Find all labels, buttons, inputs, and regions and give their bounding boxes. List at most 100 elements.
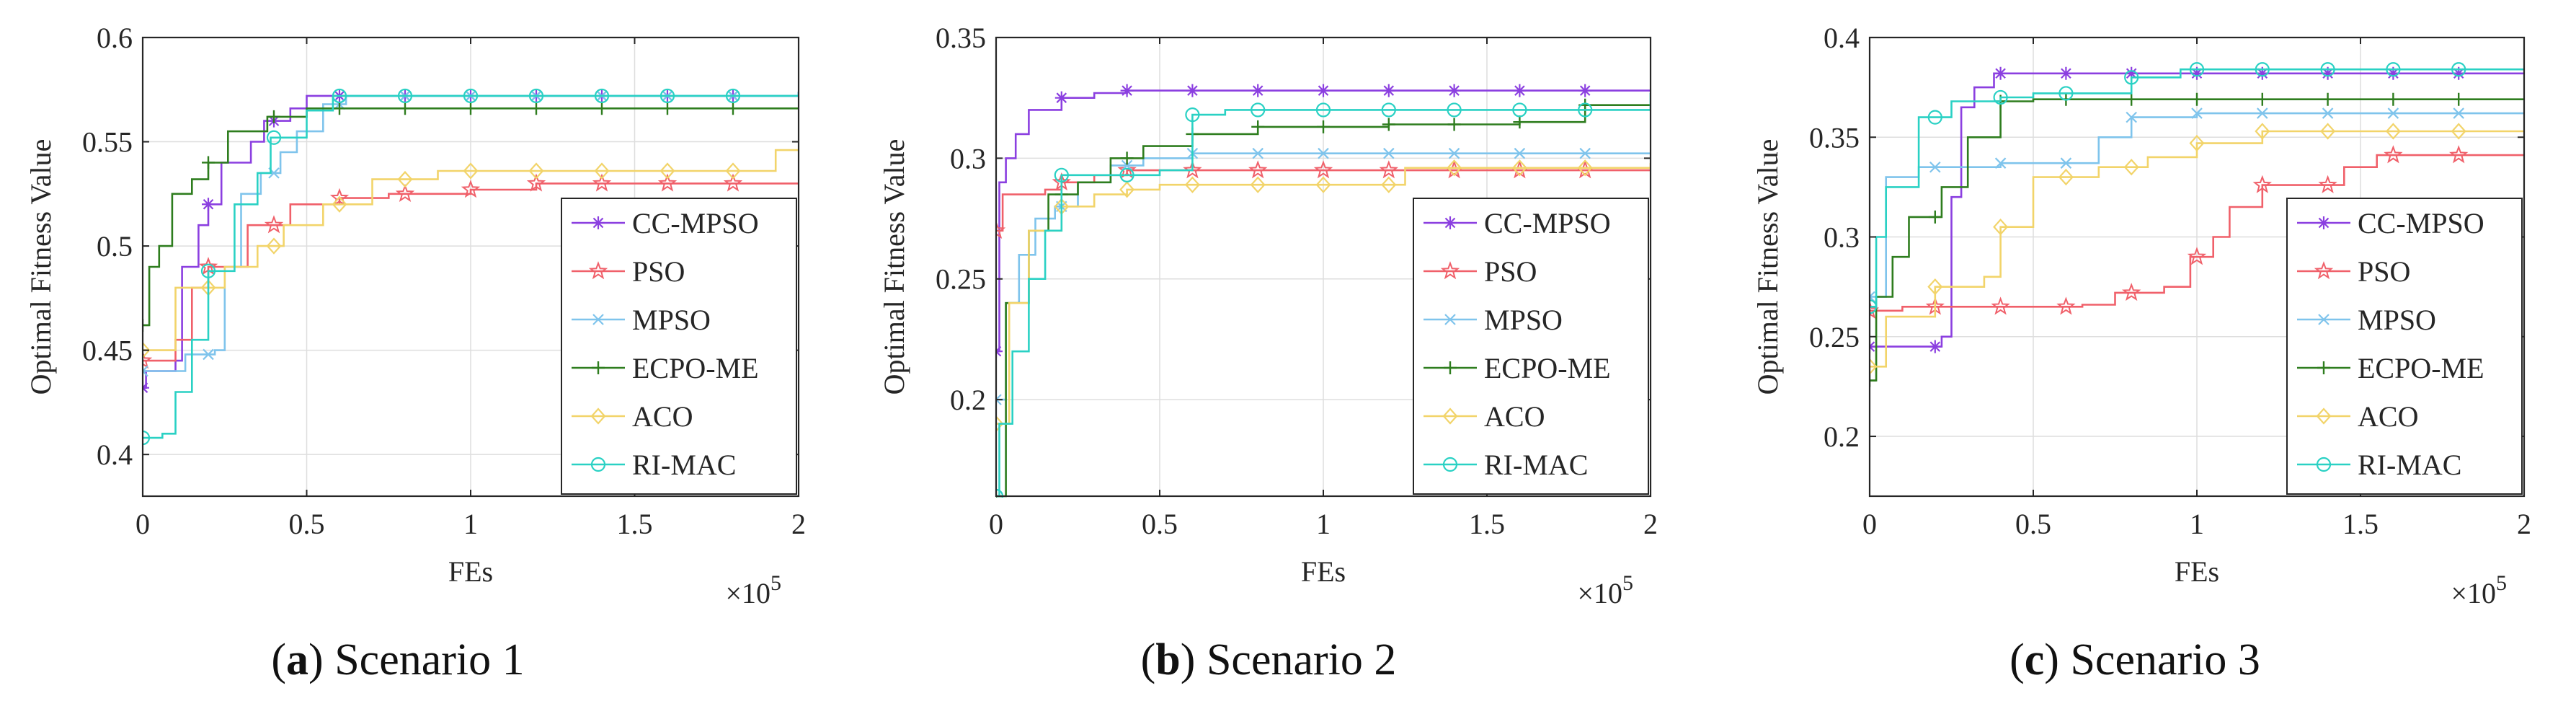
- legend: CC-MPSO PSO MPSO ECPO-ME ACO RI-MAC: [561, 198, 797, 495]
- data-point: [1185, 107, 1200, 123]
- data-point: [2451, 123, 2466, 140]
- caption-paren-open: (: [1141, 635, 1156, 684]
- series-markers-cc-mpso: [996, 84, 1592, 358]
- legend-label: PSO: [632, 255, 685, 288]
- x-tick-label: 1: [2190, 508, 2204, 540]
- series-markers-ri-mac: [143, 88, 741, 446]
- legend-label: RI-MAC: [2358, 449, 2461, 481]
- legend-label: RI-MAC: [632, 449, 736, 481]
- y-tick-label: 0.25: [936, 263, 986, 296]
- y-tick-label: 0.35: [1809, 121, 1860, 154]
- legend-swatch-marker: [1442, 407, 1458, 425]
- data-point: [727, 102, 740, 115]
- legend-item-cc-mpso: CC-MPSO: [572, 207, 759, 239]
- data-point: [1512, 102, 1527, 118]
- data-point: [2189, 134, 2205, 152]
- y-tick-label: 0.55: [82, 126, 133, 159]
- legend-item-ri-mac: RI-MAC: [2297, 449, 2461, 481]
- x-multiplier: ×105: [1577, 571, 1633, 609]
- legend-swatch-marker: [588, 261, 608, 280]
- x-axis-label: FEs: [448, 555, 493, 588]
- data-point: [2058, 168, 2074, 186]
- series-markers-ecpo-me: [143, 102, 740, 332]
- legend-swatch-marker: [2318, 314, 2329, 325]
- data-point: [143, 365, 148, 377]
- data-point: [1184, 176, 1200, 193]
- legend-item-mpso: MPSO: [1424, 304, 1563, 336]
- series-group: [1870, 62, 2524, 387]
- series-line-cc-mpso: [996, 89, 1651, 353]
- data-point: [1054, 167, 1069, 182]
- data-point: [397, 170, 413, 188]
- data-point: [1317, 120, 1330, 133]
- legend-swatch-marker: [590, 457, 606, 472]
- subplot-1: 0 0.5 1 1.5 2 0.4 0.45 0.5 0.55 0.6 FEs Optimal Fit…: [25, 22, 806, 684]
- data-point: [1313, 160, 1333, 179]
- subplot-2: 0 0.5 1 1.5 2 0.2 0.25 0.3 0.35 FEs Optimal Fitnes…: [878, 22, 1658, 684]
- data-point: [2322, 107, 2334, 119]
- data-point: [1993, 89, 2008, 105]
- data-point: [1994, 66, 2007, 80]
- data-point: [399, 102, 412, 115]
- subplot-3: 0 0.5 1 1.5 2 0.2 0.25 0.3 0.35 0.4 FEs Optimal Fit…: [1751, 22, 2531, 684]
- legend-swatch-marker: [592, 216, 605, 229]
- series-line-ecpo-me: [1870, 98, 2524, 382]
- data-point: [2384, 145, 2403, 164]
- legend-label: ACO: [632, 400, 693, 433]
- subplot-caption: (c) Scenario 3: [2009, 635, 2260, 684]
- data-point: [996, 220, 1006, 239]
- legend-label: CC-MPSO: [632, 207, 759, 239]
- legend-label: RI-MAC: [1484, 449, 1588, 481]
- legend-label: MPSO: [2358, 304, 2436, 336]
- y-tick-label: 0.5: [97, 230, 133, 263]
- data-point: [2320, 62, 2335, 77]
- data-point: [1578, 102, 1593, 118]
- data-point: [1117, 160, 1137, 179]
- data-point: [332, 195, 347, 213]
- data-point: [143, 430, 151, 446]
- data-point: [1381, 102, 1396, 118]
- legend-swatch-marker: [2314, 261, 2334, 280]
- x-tick-label: 0: [1862, 508, 1877, 540]
- data-point: [2126, 111, 2137, 123]
- data-point: [1250, 176, 1266, 193]
- x-tick-label: 0.5: [1142, 508, 1178, 540]
- data-point: [463, 162, 479, 180]
- y-tick-label: 0.3: [1824, 221, 1860, 254]
- series-line-aco: [1870, 130, 2524, 368]
- series-line-ri-mac: [996, 93, 1651, 498]
- data-point: [1928, 340, 1942, 353]
- x-tick-label: 2: [1643, 508, 1658, 540]
- y-axis-label: Optimal Fitness Value: [1751, 139, 1784, 395]
- legend-swatch-marker: [1444, 216, 1457, 229]
- caption-paren-close: ): [1181, 635, 1196, 684]
- data-point: [266, 130, 282, 145]
- series-markers-cc-mpso: [1870, 66, 2466, 353]
- data-point: [1317, 84, 1330, 97]
- data-point: [1315, 102, 1331, 118]
- x-multiplier: ×105: [2451, 571, 2507, 609]
- data-point: [2453, 107, 2464, 119]
- data-point: [725, 88, 741, 104]
- ticks: 0 0.5 1 1.5 2 0.2 0.25 0.3 0.35: [936, 22, 1658, 540]
- y-tick-label: 0.4: [97, 438, 133, 471]
- data-point: [1120, 151, 1134, 165]
- data-point: [2452, 92, 2466, 106]
- x-tick-label: 0.5: [289, 508, 325, 540]
- legend: CC-MPSO PSO MPSO ECPO-ME ACO RI-MAC: [1413, 198, 1649, 495]
- data-point: [395, 183, 415, 203]
- caption-paren-close: ): [2044, 635, 2059, 684]
- data-point: [1579, 147, 1591, 159]
- legend-item-ecpo-me: ECPO-ME: [1424, 352, 1611, 384]
- data-point: [202, 198, 215, 211]
- caption-letter: b: [1155, 635, 1180, 684]
- data-point: [463, 88, 479, 104]
- legend-swatch-marker: [2317, 216, 2330, 229]
- data-point: [264, 215, 284, 234]
- data-point: [1318, 147, 1329, 159]
- data-point: [2123, 159, 2139, 176]
- legend-swatch-marker: [592, 314, 604, 325]
- x-tick-label: 1.5: [617, 508, 653, 540]
- series-markers-aco: [996, 159, 1593, 433]
